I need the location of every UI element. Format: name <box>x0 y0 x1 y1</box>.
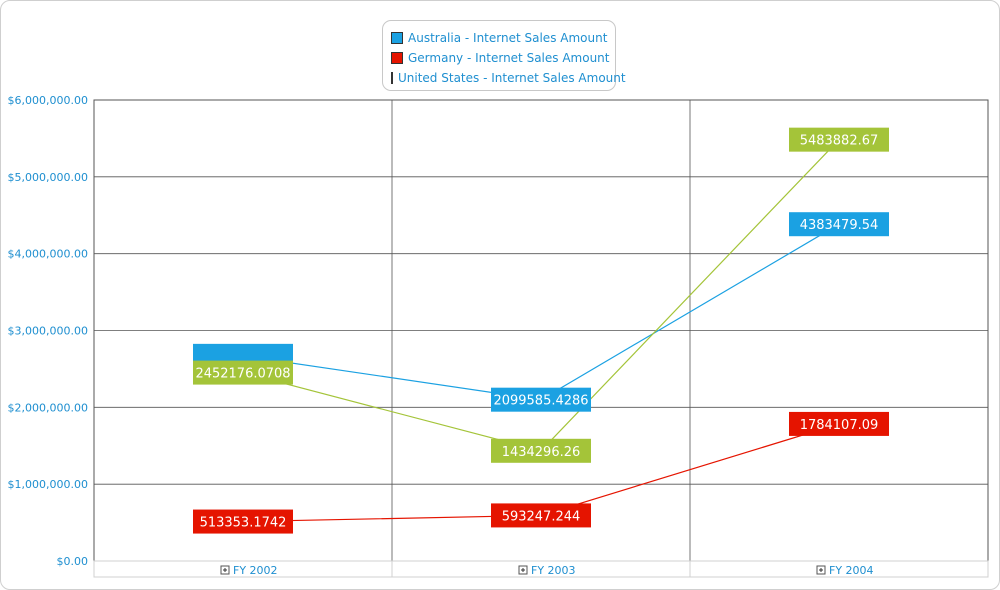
data-label-united-states: 2452176.0708 <box>193 360 293 385</box>
legend-item-australia[interactable]: Australia - Internet Sales Amount <box>383 28 615 48</box>
category-fy-2004[interactable]: FY 2004 <box>816 564 874 577</box>
legend-item-united-states[interactable]: United States - Internet Sales Amount <box>383 68 626 88</box>
category-label: FY 2002 <box>233 564 278 577</box>
data-label-united-states: 1434296.26 <box>491 438 591 463</box>
data-label-australia: 2099585.4286 <box>491 387 591 412</box>
data-label-text: 513353.1742 <box>200 516 287 531</box>
y-tick-label: $4,000,000.00 <box>8 248 88 261</box>
legend-label-united-states: United States - Internet Sales Amount <box>398 71 626 85</box>
y-tick-label: $0.00 <box>57 555 89 568</box>
data-label-box <box>789 411 889 436</box>
legend: Australia - Internet Sales Amount German… <box>382 20 626 91</box>
y-tick-label: $3,000,000.00 <box>8 325 88 338</box>
data-label-box <box>491 438 591 463</box>
y-tick-label: $2,000,000.00 <box>8 401 88 414</box>
legend-item-germany[interactable]: Germany - Internet Sales Amount <box>383 48 615 68</box>
series-line-australia <box>242 223 840 401</box>
data-label-box <box>491 387 591 412</box>
legend-swatch-united-states <box>391 72 393 84</box>
data-label-box <box>491 503 591 528</box>
legend-swatch-australia <box>391 32 403 44</box>
data-label-text: 1434296.26 <box>502 445 581 460</box>
y-tick-label: $5,000,000.00 <box>8 171 88 184</box>
category-axis-bar <box>93 560 989 578</box>
category-label: FY 2003 <box>531 564 576 577</box>
data-label-box <box>193 360 293 385</box>
data-label-australia: 4383479.54 <box>789 212 889 237</box>
category-fy-2003[interactable]: FY 2003 <box>518 564 576 577</box>
y-tick-label: $6,000,000.00 <box>8 94 88 107</box>
data-label-text: 1784107.09 <box>800 418 879 433</box>
data-label-united-states: 5483882.67 <box>789 127 889 152</box>
data-label-text: 5483882.67 <box>800 134 879 149</box>
category-label: FY 2004 <box>829 564 874 577</box>
y-tick-label: $1,000,000.00 <box>8 478 88 491</box>
data-label-text: 2099585.4286 <box>493 394 588 409</box>
data-label-text: 593247.244 <box>502 509 581 524</box>
legend-label-australia: Australia - Internet Sales Amount <box>408 31 608 45</box>
data-label-box <box>789 127 889 152</box>
legend-label-germany: Germany - Internet Sales Amount <box>408 51 610 65</box>
data-label-text: 4383479.54 <box>800 218 879 233</box>
data-label-box <box>789 212 889 237</box>
legend-swatch-germany <box>391 52 403 64</box>
data-label-germany: 513353.1742 <box>193 509 293 534</box>
data-label-germany: 593247.244 <box>491 503 591 528</box>
data-label-box <box>193 509 293 534</box>
data-label-text: 2452176.0708 <box>195 367 290 382</box>
category-fy-2002[interactable]: FY 2002 <box>220 564 278 577</box>
data-label-germany: 1784107.09 <box>789 411 889 436</box>
